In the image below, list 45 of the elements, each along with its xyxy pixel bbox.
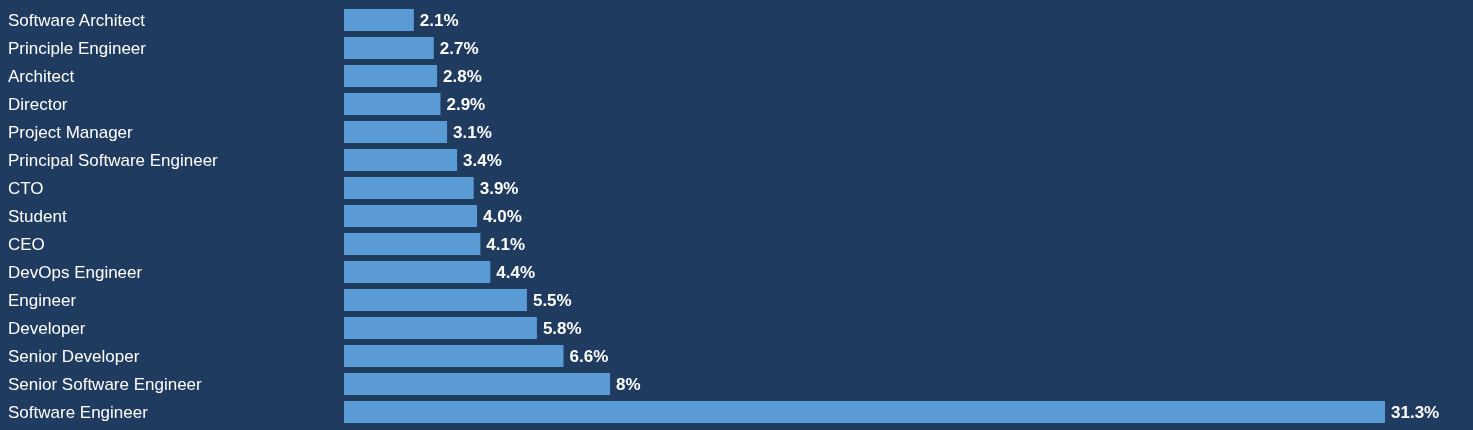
bar [344,9,414,31]
bar [344,317,537,339]
y-tick-label: Principal Software Engineer [8,150,219,170]
data-label: 2.8% [443,66,482,86]
data-label: 6.6% [569,346,609,366]
bar [344,345,564,367]
data-label: 5.8% [542,318,582,338]
data-label: 3.1% [453,122,492,142]
bar [344,373,611,395]
bar [344,149,458,171]
bar [344,121,448,143]
y-tick-label: Senior Software Engineer [8,374,203,394]
y-tick-label: Principle Engineer [8,38,147,58]
y-tick-label: Software Architect [8,10,146,30]
bar [344,261,491,283]
bar [344,93,441,115]
bar [344,401,1385,423]
data-label: 2.7% [439,38,479,58]
y-tick-label: Architect [8,66,75,86]
y-tick-label: Developer [8,318,86,338]
y-tick-label: CEO [8,234,45,254]
data-label: 8% [616,374,641,394]
data-label: 4.1% [486,234,526,254]
y-tick-label: Senior Developer [8,346,140,366]
data-label: 2.9% [446,94,486,114]
y-tick-label: Student [8,206,67,226]
data-label: 2.1% [419,10,459,30]
bar [344,65,438,87]
data-label: 31.3% [1391,402,1440,422]
y-tick-label: DevOps Engineer [8,262,143,282]
data-label: 4.4% [496,262,536,282]
data-label: 4.0% [483,206,522,226]
y-tick-label: CTO [8,178,44,198]
data-label: 3.4% [463,150,502,170]
y-tick-label: Project Manager [8,122,134,142]
data-label: 5.5% [532,290,572,310]
y-tick-label: Software Engineer [8,402,149,422]
y-tick-label: Director [8,94,68,114]
data-label: 3.9% [479,178,519,198]
bar [344,177,474,199]
bar [344,37,434,59]
bar [344,289,527,311]
bar [344,233,481,255]
y-tick-label: Engineer [8,290,77,310]
bar [344,205,478,227]
